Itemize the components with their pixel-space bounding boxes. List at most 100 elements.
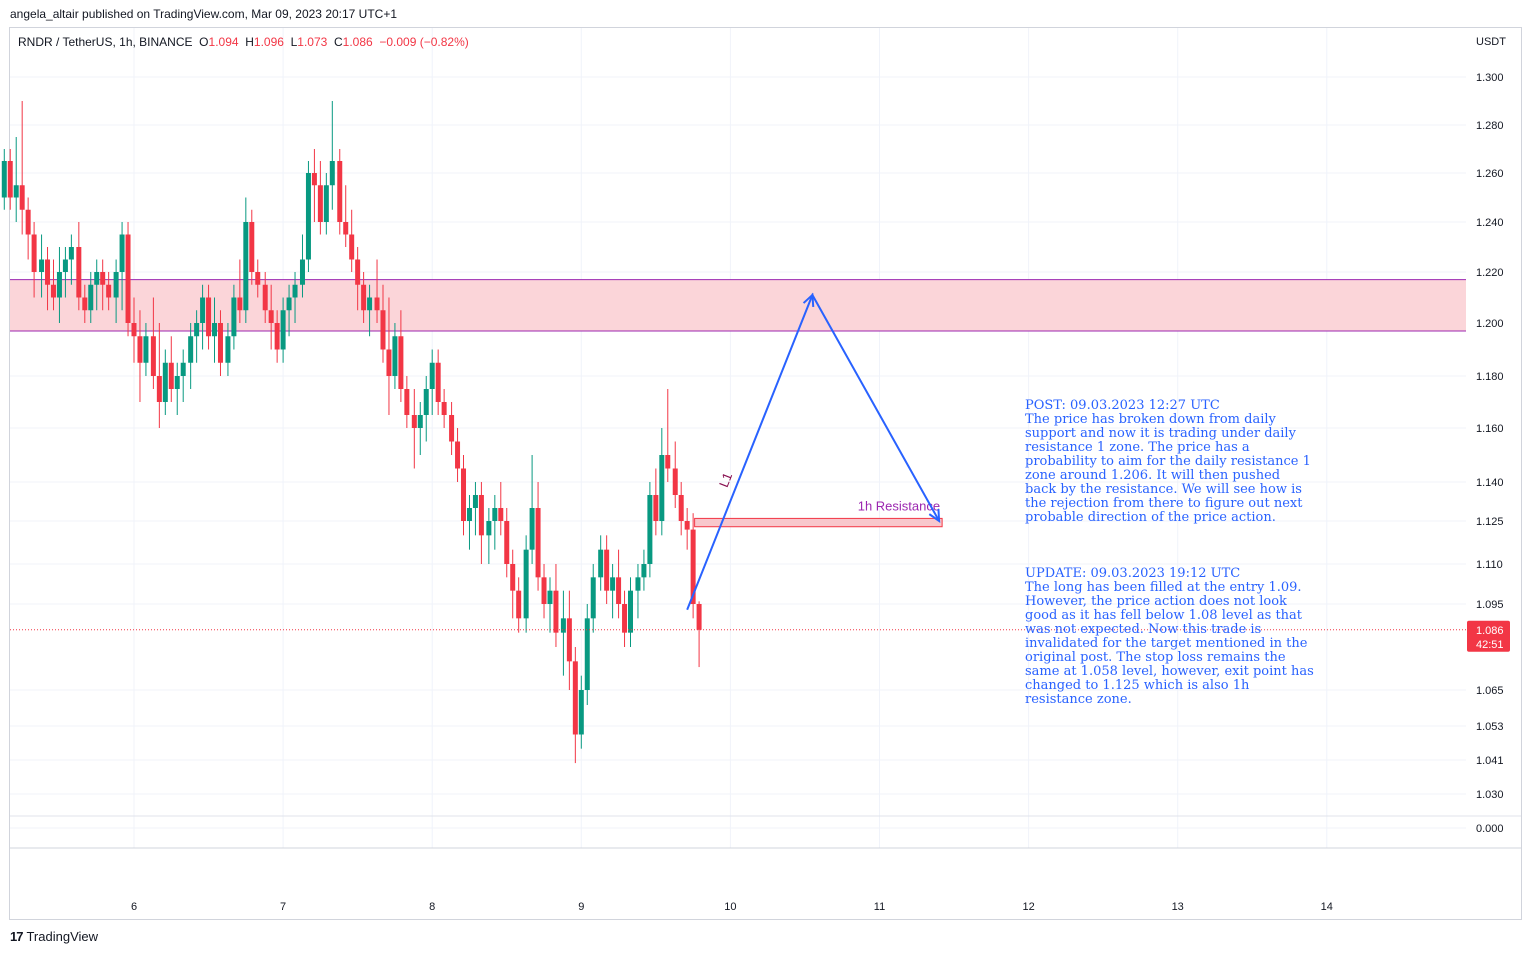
candle <box>50 259 56 311</box>
candle-body <box>194 323 200 337</box>
candle <box>31 222 37 298</box>
candle <box>286 284 292 337</box>
candle <box>343 185 349 247</box>
low-label: L <box>290 35 298 49</box>
candle-body <box>349 234 355 260</box>
candle-body <box>647 495 653 564</box>
chart-frame <box>9 27 1522 920</box>
candle-body <box>45 259 51 285</box>
candle <box>560 590 566 676</box>
time-tick-label: 7 <box>280 901 286 913</box>
candle-body <box>94 272 100 285</box>
candle <box>466 495 472 550</box>
candle-body <box>262 284 268 311</box>
candle <box>541 564 547 619</box>
candle-body <box>523 549 529 619</box>
candle <box>1 149 7 210</box>
candle-body <box>13 185 19 198</box>
candle <box>119 222 125 311</box>
candle <box>137 310 143 402</box>
candle-body <box>455 441 461 469</box>
candle <box>243 197 249 323</box>
candle <box>76 222 82 311</box>
candle-body <box>200 297 206 323</box>
candle-body <box>125 234 131 323</box>
candle <box>653 468 659 536</box>
candle <box>156 323 162 428</box>
candle-body <box>274 323 280 350</box>
candle-body <box>560 618 566 633</box>
candle <box>131 297 137 363</box>
candle-body <box>56 272 62 298</box>
time-tick-label: 12 <box>1022 901 1034 913</box>
candle-body <box>156 376 162 402</box>
candle-body <box>62 259 68 272</box>
candle <box>337 149 343 235</box>
time-tick-label: 10 <box>724 901 736 913</box>
candle-body <box>367 297 373 311</box>
time-tick-label: 9 <box>578 901 584 913</box>
candle-body <box>374 297 380 311</box>
brand-label: TradingView <box>26 929 99 944</box>
price-tick-label: 1.065 <box>1476 685 1504 697</box>
candle-body <box>529 508 535 550</box>
candle <box>349 209 355 272</box>
candle-body <box>162 362 168 402</box>
candle <box>578 675 584 749</box>
candle <box>168 336 174 402</box>
candle-body <box>449 415 455 442</box>
candle <box>62 247 68 298</box>
candle <box>547 577 553 633</box>
price-tick-label: 1.030 <box>1476 789 1504 801</box>
candle <box>231 284 237 350</box>
time-tick-label: 13 <box>1172 901 1184 913</box>
candle-body <box>417 415 423 428</box>
candle-body <box>516 590 522 619</box>
candle <box>435 349 441 415</box>
candle-body <box>466 508 472 521</box>
candle <box>492 495 498 550</box>
candle <box>641 549 647 591</box>
candle <box>113 259 119 323</box>
candle <box>262 272 268 323</box>
projection-arrow-down <box>928 508 941 524</box>
candle <box>194 310 200 363</box>
price-tick-label: 1.095 <box>1476 599 1504 611</box>
tradingview-footer[interactable]: 17 TradingView <box>10 929 98 944</box>
candle <box>472 482 478 536</box>
candle-body <box>598 549 604 578</box>
candle-body <box>590 577 596 619</box>
candle-body <box>237 297 243 311</box>
price-tick-label: 1.140 <box>1476 477 1504 489</box>
candle <box>212 297 218 363</box>
tradingview-logo-icon: 17 <box>10 929 24 944</box>
candle-body <box>566 618 572 662</box>
candle <box>206 284 212 350</box>
candle <box>590 564 596 633</box>
candle-body <box>323 185 329 222</box>
candle-body <box>180 362 186 376</box>
candle <box>200 284 206 350</box>
candle-body <box>411 415 417 428</box>
candle <box>56 247 62 323</box>
candle-body <box>305 173 311 260</box>
symbol-label[interactable]: RNDR / TetherUS, 1h, BINANCE <box>18 35 193 49</box>
candle-body <box>50 284 56 298</box>
candle-body <box>19 185 25 210</box>
candle-body <box>212 323 218 337</box>
candle <box>225 323 231 376</box>
candle <box>616 549 622 619</box>
candle <box>392 323 398 389</box>
candle <box>174 362 180 415</box>
price-tick-label: 1.180 <box>1476 371 1504 383</box>
candle <box>523 535 529 633</box>
candle-body <box>243 222 249 311</box>
candle-body <box>286 297 292 311</box>
candle <box>572 647 578 764</box>
candle <box>386 297 392 415</box>
candle <box>88 272 94 323</box>
price-tick-label: 1.300 <box>1476 72 1504 84</box>
candle-body <box>535 508 541 578</box>
candle <box>684 508 690 550</box>
